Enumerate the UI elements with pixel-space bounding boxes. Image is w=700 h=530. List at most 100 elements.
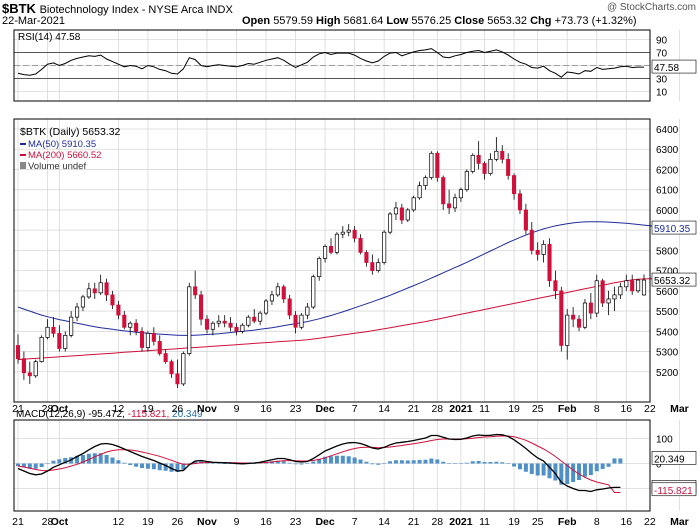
candle-body bbox=[317, 258, 322, 278]
date-label-lower: 11 bbox=[479, 516, 490, 528]
date-label-upper: 7 bbox=[352, 403, 358, 415]
macd-hist-tag-box bbox=[651, 451, 697, 465]
date-label-lower: 2021 bbox=[449, 516, 473, 528]
candle-body bbox=[33, 361, 38, 377]
candle-body bbox=[240, 324, 245, 332]
rsi-value-tag: 47.58 bbox=[654, 63, 679, 74]
candle-body bbox=[293, 314, 298, 328]
candle-body bbox=[51, 326, 56, 334]
macd-histogram-bar bbox=[128, 463, 133, 465]
candle-body bbox=[323, 245, 328, 259]
candle-body bbox=[576, 318, 582, 328]
macd-label-part: -95.472, bbox=[88, 409, 127, 420]
macd-histogram-bar bbox=[482, 462, 487, 464]
date-label-lower: 12 bbox=[113, 516, 125, 528]
candle-body bbox=[139, 330, 145, 348]
candle-body bbox=[441, 177, 446, 205]
candle-body bbox=[334, 233, 339, 253]
candle-body bbox=[393, 207, 399, 215]
price-tick-label: 5600 bbox=[656, 287, 679, 298]
macd-histogram-bar bbox=[317, 459, 322, 464]
macd-histogram-bar bbox=[80, 455, 85, 464]
candle-body bbox=[624, 280, 629, 288]
macd-histogram-bar bbox=[346, 456, 351, 464]
date-label-lower: 23 bbox=[290, 516, 302, 528]
macd-histogram-bar bbox=[51, 460, 56, 464]
candle-body bbox=[269, 294, 274, 302]
date-label-lower: Nov bbox=[197, 516, 217, 528]
date-label-upper: 23 bbox=[290, 403, 302, 415]
macd-histogram-bar bbox=[163, 463, 168, 471]
candle-body bbox=[134, 322, 139, 332]
candle-body bbox=[80, 296, 86, 308]
macd-histogram-bar bbox=[565, 463, 570, 484]
macd-histogram-bar bbox=[39, 463, 44, 467]
date-label-lower: 14 bbox=[378, 516, 390, 528]
macd-histogram-bar bbox=[287, 462, 292, 464]
legend-volume: Volume undef bbox=[28, 161, 86, 172]
candle-body bbox=[104, 282, 109, 296]
candle-body bbox=[382, 231, 387, 263]
macd-histogram-bar bbox=[364, 461, 369, 464]
date-label-upper: Oct bbox=[51, 403, 69, 415]
macd-histogram-bar bbox=[33, 463, 38, 469]
macd-label-part: 20.349 bbox=[172, 409, 203, 420]
candle-body bbox=[553, 280, 558, 292]
candle-body bbox=[541, 243, 546, 255]
macd-histogram-bar bbox=[334, 455, 339, 464]
candle-body bbox=[128, 322, 133, 328]
candle-body bbox=[494, 150, 499, 160]
macd-histogram-bar bbox=[517, 463, 522, 470]
date-label-upper: Dec bbox=[315, 403, 334, 415]
macd-histogram-bar bbox=[358, 459, 363, 464]
candle-body bbox=[98, 282, 103, 294]
macd-signal-tag-box bbox=[651, 482, 697, 497]
macd-label-part: -115.821, bbox=[128, 409, 172, 420]
date-label-upper: 26 bbox=[172, 403, 184, 415]
candle-body bbox=[210, 322, 215, 330]
candle-body bbox=[187, 286, 192, 354]
macd-histogram-bar bbox=[382, 463, 387, 464]
candle-body bbox=[435, 152, 440, 178]
macd-histogram-bar bbox=[122, 462, 127, 464]
macd-histogram-bar bbox=[86, 453, 91, 464]
macd-histogram-bar bbox=[110, 457, 115, 464]
candle-body bbox=[506, 158, 511, 176]
candle-body bbox=[252, 316, 257, 322]
candle-body bbox=[606, 298, 611, 304]
price-tick-label: 6200 bbox=[656, 165, 679, 176]
candle-body bbox=[535, 250, 540, 255]
rsi-line bbox=[17, 48, 644, 78]
candle-body bbox=[222, 320, 227, 324]
candle-body bbox=[281, 286, 286, 300]
candle-body bbox=[500, 150, 505, 160]
candle-body bbox=[417, 185, 422, 199]
candle-body bbox=[181, 353, 186, 385]
candle-body bbox=[228, 322, 233, 328]
date-label-upper: Nov bbox=[197, 403, 217, 415]
low-value: 5576.25 bbox=[411, 15, 452, 27]
macd-signal-tag: -115.821 bbox=[654, 486, 693, 497]
change-value: +73.73 (+1.32%) bbox=[554, 15, 637, 27]
date-label-upper: 12 bbox=[113, 403, 125, 415]
macd-histogram-bar bbox=[435, 459, 440, 464]
date-label-upper: 16 bbox=[620, 403, 632, 415]
candle-body bbox=[464, 171, 469, 191]
macd-histogram-bar bbox=[63, 458, 68, 464]
date-label-lower: Mar bbox=[670, 516, 689, 528]
candle-body bbox=[571, 314, 576, 320]
close-value: 5653.32 bbox=[487, 15, 528, 27]
date-label-lower: 9 bbox=[234, 516, 240, 528]
macd-histogram-bar bbox=[523, 463, 528, 472]
candle-body bbox=[547, 243, 552, 282]
macd-histogram-bar bbox=[399, 460, 404, 464]
candle-body bbox=[340, 231, 345, 235]
macd-histogram-bar bbox=[494, 461, 499, 464]
candle-body bbox=[636, 279, 641, 292]
symbol: $BTK bbox=[2, 1, 36, 16]
credit-text: @ StockCharts.com bbox=[606, 2, 696, 13]
macd-histogram-bar bbox=[134, 463, 139, 467]
macd-histogram-bar bbox=[222, 463, 227, 464]
price-tick-label: 5800 bbox=[656, 246, 679, 257]
